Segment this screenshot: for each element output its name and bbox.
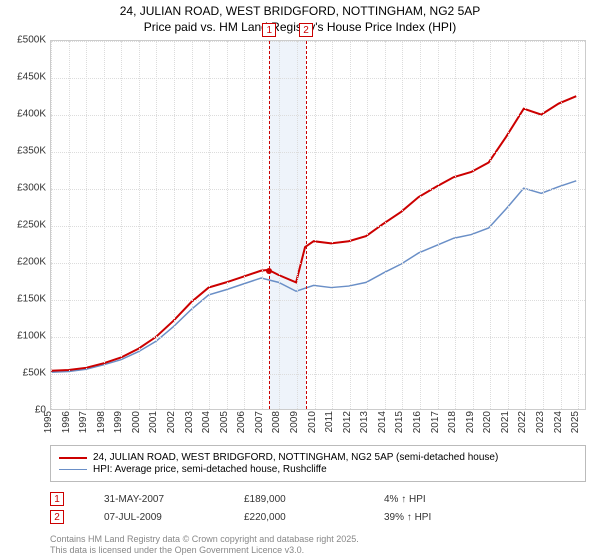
x-axis-tick: 2001 <box>148 411 164 433</box>
footer-line-2: This data is licensed under the Open Gov… <box>50 545 590 556</box>
x-axis-tick: 2022 <box>517 411 533 433</box>
x-axis-tick: 2018 <box>447 411 463 433</box>
x-axis-tick: 2008 <box>271 411 287 433</box>
sale-marker-box: 2 <box>299 23 313 37</box>
x-axis-tick: 2025 <box>570 411 586 433</box>
y-axis-tick: £0 <box>0 405 50 416</box>
x-axis-tick: 2010 <box>307 411 323 433</box>
x-axis-tick: 2009 <box>289 411 305 433</box>
sale-price: £220,000 <box>244 512 344 523</box>
x-axis-tick: 2017 <box>430 411 446 433</box>
y-axis-tick: £50K <box>0 368 50 379</box>
legend-item-hpi: HPI: Average price, semi-detached house,… <box>59 464 577 475</box>
sale-marker-line <box>269 41 270 409</box>
x-axis-tick: 2000 <box>131 411 147 433</box>
x-axis-tick: 2002 <box>166 411 182 433</box>
y-axis-tick: £450K <box>0 72 50 83</box>
x-axis-tick: 1998 <box>96 411 112 433</box>
x-axis-tick: 2015 <box>394 411 410 433</box>
y-axis-tick: £100K <box>0 331 50 342</box>
chart-title-1: 24, JULIAN ROAD, WEST BRIDGFORD, NOTTING… <box>0 4 600 18</box>
legend-item-price-paid: 24, JULIAN ROAD, WEST BRIDGFORD, NOTTING… <box>59 452 577 463</box>
x-axis-tick: 2013 <box>359 411 375 433</box>
legend-label-price-paid: 24, JULIAN ROAD, WEST BRIDGFORD, NOTTING… <box>93 452 498 463</box>
sale-diff: 39% ↑ HPI <box>384 512 504 523</box>
x-axis-tick: 2004 <box>201 411 217 433</box>
y-axis-tick: £300K <box>0 183 50 194</box>
sale-marker-1: 1 <box>50 492 64 506</box>
chart-legend: 24, JULIAN ROAD, WEST BRIDGFORD, NOTTING… <box>50 445 586 482</box>
chart-footer: Contains HM Land Registry data © Crown c… <box>50 534 590 556</box>
x-axis-tick: 2005 <box>219 411 235 433</box>
x-axis-tick: 2019 <box>465 411 481 433</box>
y-axis-tick: £400K <box>0 109 50 120</box>
x-axis-tick: 1997 <box>78 411 94 433</box>
sale-date: 07-JUL-2009 <box>104 512 204 523</box>
x-axis-tick: 2021 <box>500 411 516 433</box>
x-axis-tick: 1996 <box>61 411 77 433</box>
x-axis-tick: 2012 <box>342 411 358 433</box>
x-axis-tick: 2003 <box>184 411 200 433</box>
chart-plot-area: 1995199619971998199920002001200220032004… <box>50 40 586 410</box>
legend-swatch-price-paid <box>59 457 87 459</box>
x-axis-tick: 2014 <box>377 411 393 433</box>
sales-row: 2 07-JUL-2009 £220,000 39% ↑ HPI <box>50 508 504 526</box>
sales-row: 1 31-MAY-2007 £189,000 4% ↑ HPI <box>50 490 504 508</box>
x-axis-tick: 2024 <box>553 411 569 433</box>
sale-date: 31-MAY-2007 <box>104 494 204 505</box>
sale-point-dot <box>266 268 272 274</box>
y-axis-tick: £350K <box>0 146 50 157</box>
x-axis-tick: 1999 <box>113 411 129 433</box>
sales-table: 1 31-MAY-2007 £189,000 4% ↑ HPI 2 07-JUL… <box>50 490 504 526</box>
chart-lines-svg <box>51 41 585 409</box>
sale-price: £189,000 <box>244 494 344 505</box>
y-axis-tick: £150K <box>0 294 50 305</box>
sale-diff: 4% ↑ HPI <box>384 494 504 505</box>
x-axis-tick: 2011 <box>324 411 340 433</box>
legend-label-hpi: HPI: Average price, semi-detached house,… <box>93 464 327 475</box>
x-axis-tick: 2006 <box>236 411 252 433</box>
legend-swatch-hpi <box>59 469 87 470</box>
y-axis-tick: £200K <box>0 257 50 268</box>
y-axis-tick: £500K <box>0 35 50 46</box>
sale-marker-2: 2 <box>50 510 64 524</box>
sale-marker-box: 1 <box>262 23 276 37</box>
footer-line-1: Contains HM Land Registry data © Crown c… <box>50 534 590 545</box>
x-axis-tick: 2007 <box>254 411 270 433</box>
sale-marker-line <box>306 41 307 409</box>
x-axis-tick: 2023 <box>535 411 551 433</box>
x-axis-tick: 2020 <box>482 411 498 433</box>
x-axis-tick: 2016 <box>412 411 428 433</box>
y-axis-tick: £250K <box>0 220 50 231</box>
